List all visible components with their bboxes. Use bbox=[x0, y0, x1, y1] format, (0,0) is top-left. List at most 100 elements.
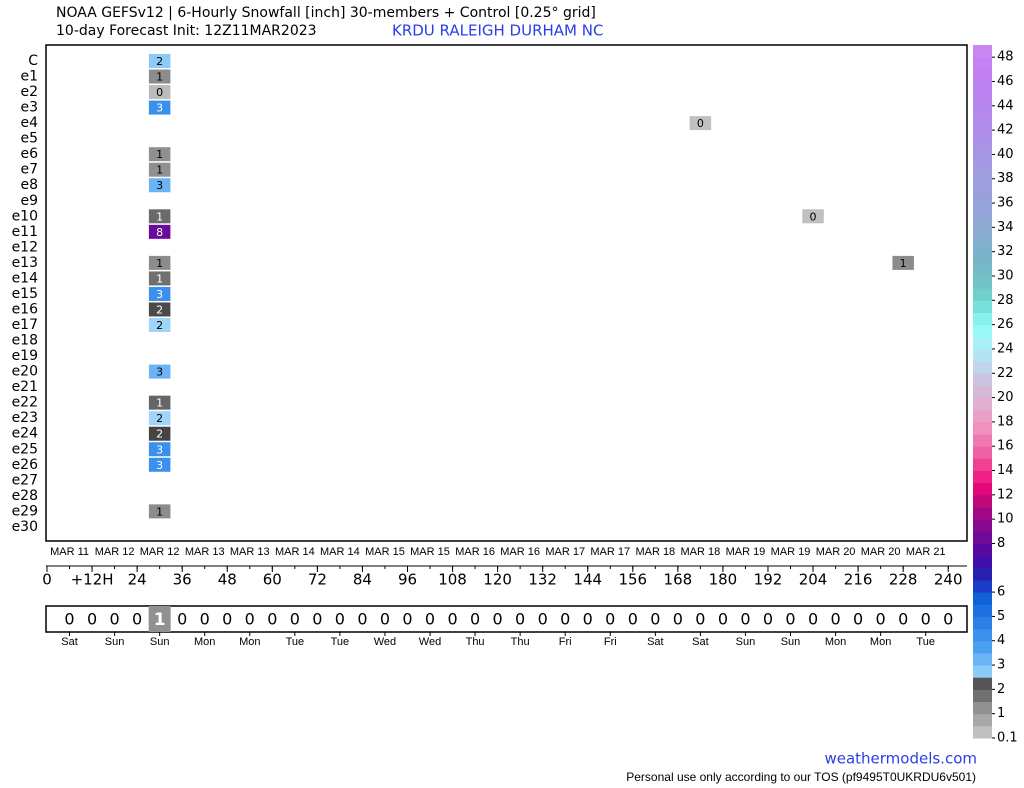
x-tick-label: 240 bbox=[934, 571, 963, 589]
colorbar-tick-label: 34 bbox=[997, 220, 1014, 235]
colorbar-tick-label: 32 bbox=[997, 244, 1014, 259]
cell bbox=[148, 286, 171, 301]
summary-value: 0 bbox=[921, 610, 931, 629]
summary-value: 0 bbox=[943, 610, 953, 629]
row-label: e30 bbox=[12, 519, 38, 535]
cell-label: 3 bbox=[156, 179, 163, 192]
colorbar-segment bbox=[973, 105, 992, 119]
cell bbox=[148, 411, 171, 426]
plot-frame bbox=[45, 44, 968, 542]
colorbar-tick-label: 16 bbox=[997, 439, 1014, 454]
row-label: e22 bbox=[12, 395, 38, 411]
x-tick-label: 144 bbox=[573, 571, 602, 589]
cell-label: 0 bbox=[697, 117, 704, 130]
summary-value: 0 bbox=[605, 610, 615, 629]
day-label: Mon bbox=[194, 636, 215, 648]
summary-value: 0 bbox=[64, 610, 74, 629]
colorbar-segment bbox=[973, 117, 992, 131]
cell-label: 1 bbox=[156, 210, 163, 223]
date-label: MAR 19 bbox=[771, 546, 811, 558]
cell bbox=[148, 302, 171, 317]
row-label: C bbox=[28, 53, 38, 69]
colorbar-tick-label: 0.1 bbox=[997, 731, 1018, 746]
colorbar-segment bbox=[973, 604, 992, 617]
row-label: e20 bbox=[12, 364, 38, 380]
colorbar-segment bbox=[973, 665, 992, 678]
day-label: Thu bbox=[511, 636, 530, 648]
colorbar-segment bbox=[973, 361, 992, 374]
row-label: e17 bbox=[12, 317, 38, 333]
colorbar-tick-label: 1 bbox=[997, 706, 1005, 721]
date-label: MAR 12 bbox=[95, 546, 135, 558]
summary-value: 0 bbox=[493, 610, 503, 629]
cell bbox=[802, 209, 824, 224]
date-label: MAR 12 bbox=[140, 546, 180, 558]
colorbar-tick-label: 40 bbox=[997, 147, 1014, 162]
colorbar-segment bbox=[973, 142, 992, 155]
summary-value: 0 bbox=[650, 610, 660, 629]
cell bbox=[148, 364, 171, 379]
colorbar-segment bbox=[973, 701, 992, 715]
cell-label: 3 bbox=[156, 366, 163, 379]
cell bbox=[148, 224, 171, 239]
cell bbox=[148, 271, 171, 286]
summary-value: 0 bbox=[695, 610, 705, 629]
summary-value: 0 bbox=[830, 610, 840, 629]
colorbar-segment bbox=[973, 81, 992, 95]
row-label: e14 bbox=[12, 270, 39, 286]
colorbar-segment bbox=[973, 203, 992, 216]
x-tick-label: 180 bbox=[709, 571, 738, 589]
row-label: e15 bbox=[12, 286, 38, 302]
colorbar-segment bbox=[973, 677, 992, 690]
cell-label: 1 bbox=[156, 71, 163, 84]
day-label: Wed bbox=[419, 636, 441, 648]
summary-value: 0 bbox=[898, 610, 908, 629]
colorbar-segment bbox=[973, 130, 992, 143]
row-label: e29 bbox=[12, 503, 38, 519]
row-label: e6 bbox=[20, 146, 38, 162]
colorbar-segment bbox=[973, 592, 992, 605]
day-label: Sat bbox=[692, 636, 709, 648]
cell bbox=[148, 255, 171, 270]
summary-value: 0 bbox=[177, 610, 187, 629]
colorbar-segment bbox=[973, 470, 992, 484]
cell bbox=[148, 395, 171, 410]
colorbar-tick-label: 14 bbox=[997, 463, 1014, 478]
row-label: e13 bbox=[12, 255, 38, 271]
colorbar-segment bbox=[973, 628, 992, 642]
summary-cell bbox=[148, 606, 171, 632]
row-label: e25 bbox=[12, 441, 38, 457]
cell bbox=[148, 162, 171, 177]
summary-value: 0 bbox=[583, 610, 593, 629]
colorbar-segment bbox=[973, 373, 992, 386]
x-tick-label: 60 bbox=[263, 571, 282, 589]
summary-value: 0 bbox=[560, 610, 570, 629]
row-label: e9 bbox=[20, 193, 38, 209]
colorbar-tick-label: 42 bbox=[997, 123, 1014, 138]
row-label: e21 bbox=[12, 379, 38, 395]
date-label: MAR 14 bbox=[320, 546, 360, 558]
colorbar-segment bbox=[973, 154, 992, 168]
row-label: e5 bbox=[20, 131, 38, 147]
summary-value: 0 bbox=[763, 610, 773, 629]
colorbar-segment bbox=[973, 57, 992, 70]
cell-label: 0 bbox=[156, 86, 163, 99]
colorbar-segment bbox=[973, 507, 992, 520]
x-tick-label: 72 bbox=[308, 571, 327, 589]
colorbar-segment bbox=[973, 263, 992, 277]
summary-value: 0 bbox=[402, 610, 412, 629]
summary-value: 0 bbox=[785, 610, 795, 629]
site-link[interactable]: weathermodels.com bbox=[824, 750, 977, 768]
row-label: e2 bbox=[20, 84, 38, 100]
colorbar-segment bbox=[973, 616, 992, 630]
cell-label: 3 bbox=[156, 288, 163, 301]
colorbar-tick-label: 5 bbox=[997, 609, 1005, 624]
x-tick-label: 168 bbox=[664, 571, 693, 589]
summary-frame bbox=[45, 605, 968, 633]
summary-value: 0 bbox=[312, 610, 322, 629]
cell-label: 3 bbox=[156, 459, 163, 472]
cell-label: 1 bbox=[156, 505, 163, 518]
day-label: Sat bbox=[61, 636, 78, 648]
colorbar-tick-label: 30 bbox=[997, 269, 1014, 284]
x-tick-label: 24 bbox=[128, 571, 147, 589]
